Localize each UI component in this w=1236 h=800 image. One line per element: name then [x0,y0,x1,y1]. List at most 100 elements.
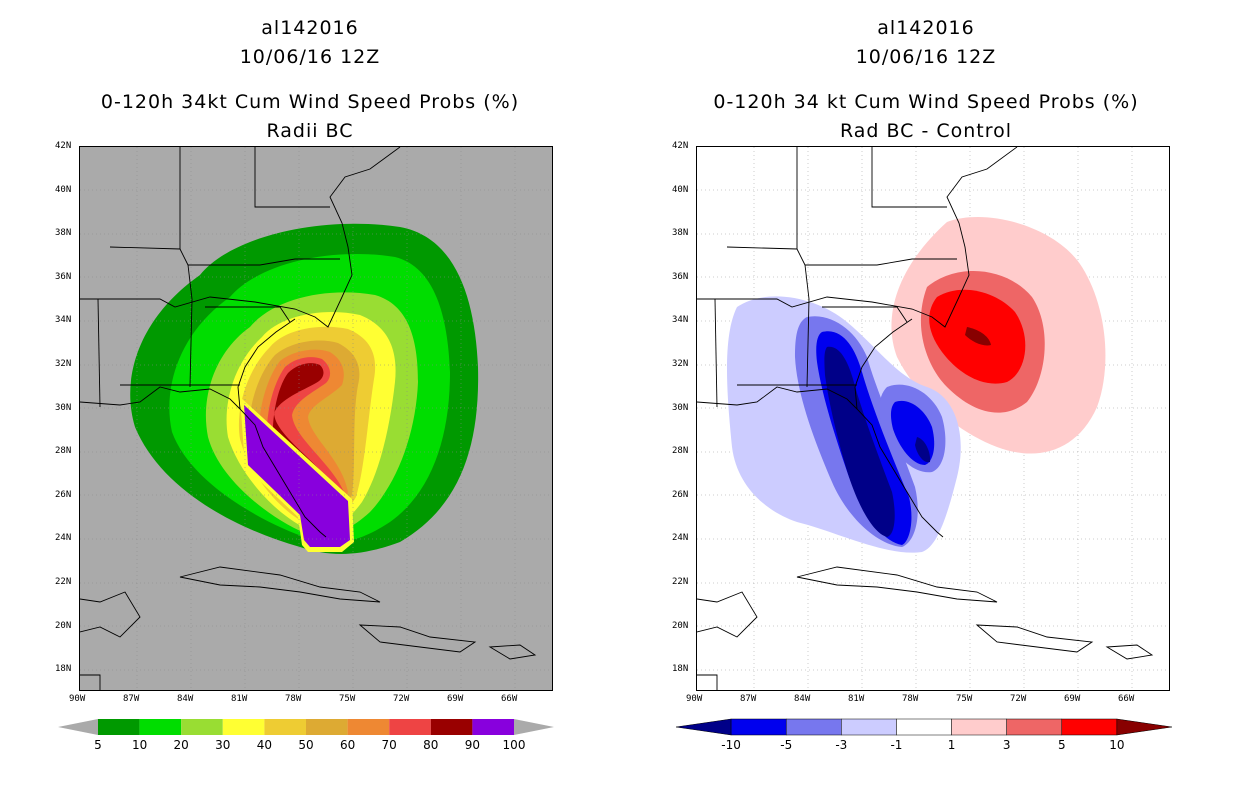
left-colorbar-box [389,719,431,735]
lat-label: 22N [672,577,689,587]
left-colorbar-label: 40 [256,738,273,752]
left-colorbar-label: 5 [94,738,102,752]
lon-label: 72W [393,694,410,704]
lat-label: 30N [672,402,689,413]
lat-label: 40N [55,184,72,195]
lat-label: 38N [672,228,689,239]
left-title-date: 10/06/16 12Z [239,46,381,68]
left-colorbar-label: 90 [464,738,481,752]
left-coastlines [80,147,537,690]
right-colorbar-box [841,718,897,736]
lat-label: 42N [55,141,72,151]
left-colorbar-label: 70 [381,738,397,752]
left-graticule [80,147,552,690]
lon-label: 75W [339,694,356,704]
lat-label: 26N [55,489,72,500]
lon-label: 69W [1064,694,1081,704]
lat-label: 36N [55,271,72,282]
left-colorbar-box [98,719,140,735]
right-colorbar-label: 3 [1002,738,1011,752]
lon-label: 81W [848,694,865,704]
lat-label: 24N [672,533,689,544]
left-colorbar-label: 10 [131,738,148,752]
lon-label: 87W [123,694,140,704]
right-colorbar-box [1116,718,1172,736]
lon-label: 90W [69,694,86,704]
lon-label: 84W [177,694,194,704]
lat-label: 32N [55,359,72,369]
lat-label: 42N [672,141,689,151]
left-map-panel [79,146,553,691]
lat-label: 18N [672,664,689,675]
lat-label: 38N [55,228,72,239]
right-colorbar-label: -5 [780,738,793,752]
left-colorbar-label: 30 [215,738,231,752]
lat-label: 40N [672,184,689,195]
lat-label: 22N [55,577,72,587]
lon-label: 87W [740,694,757,704]
lat-label: 34N [55,315,72,326]
left-colorbar-label: 50 [298,738,314,752]
right-map-panel [696,146,1170,691]
left-colorbar-box [306,719,348,735]
negative-10 [824,346,895,537]
left-colorbar-left-arrow [58,719,98,735]
left-colorbar-box [430,719,473,735]
right-colorbar-label: 1 [947,738,956,752]
lon-label: 78W [902,694,919,704]
right-title-date: 10/06/16 12Z [855,46,997,68]
lat-label: 26N [672,489,689,500]
right-colorbar-label: 5 [1057,738,1066,752]
left-colorbar [58,719,554,735]
lon-label: 78W [285,694,302,704]
right-title-storm-id: al142016 [877,17,975,39]
lon-label: 69W [447,694,464,704]
right-colorbar-box [785,718,842,736]
right-colorbar-label: -3 [835,738,848,752]
right-difference-map [697,147,1169,690]
contour-100 [244,405,350,547]
negative-10b [915,437,931,463]
lon-label: 66W [1118,694,1135,704]
right-title-product: 0-120h 34 kt Cum Wind Speed Probs (%) [713,91,1139,113]
lat-label: 20N [55,620,72,631]
left-colorbar-box [264,719,306,735]
left-colorbar-box [139,719,182,735]
left-probability-map [80,147,552,690]
left-colorbar-label: 100 [502,738,526,752]
right-colorbar-box [1006,718,1063,736]
left-title-product: 0-120h 34kt Cum Wind Speed Probs (%) [100,91,520,113]
right-coastlines [697,147,1154,690]
right-colorbar-box [676,718,732,736]
left-colorbar-right-arrow [514,719,554,735]
lon-label: 72W [1010,694,1027,704]
left-colorbar-label: 80 [423,738,439,752]
left-colorbar-box [222,719,265,735]
lat-label: 32N [672,359,689,369]
left-colorbar-box [472,719,514,735]
lat-label: 18N [55,664,72,675]
lat-label: 24N [55,533,72,544]
right-colorbar-box [896,718,952,736]
left-title-storm-id: al142016 [261,17,359,39]
right-colorbar-label: 10 [1109,738,1125,752]
lat-label: 30N [55,402,72,413]
lat-label: 36N [672,271,689,282]
right-colorbar-box [1061,718,1118,736]
right-colorbar-label: -10 [721,738,741,752]
lon-label: 84W [794,694,811,704]
lat-label: 28N [55,446,72,457]
left-colorbar-box [181,719,223,735]
lat-label: 20N [672,620,689,631]
lon-label: 81W [231,694,248,704]
left-colorbar-box [347,719,390,735]
left-title-subtitle: Radii BC [266,120,354,142]
right-colorbar-label: -1 [890,738,903,752]
lat-label: 28N [672,446,689,457]
right-colorbar-box [730,718,787,736]
right-title-subtitle: Rad BC - Control [839,120,1013,142]
lat-label: 34N [672,315,689,326]
right-colorbar [676,718,1172,736]
right-colorbar-box [951,718,1007,736]
lon-label: 66W [501,694,518,704]
